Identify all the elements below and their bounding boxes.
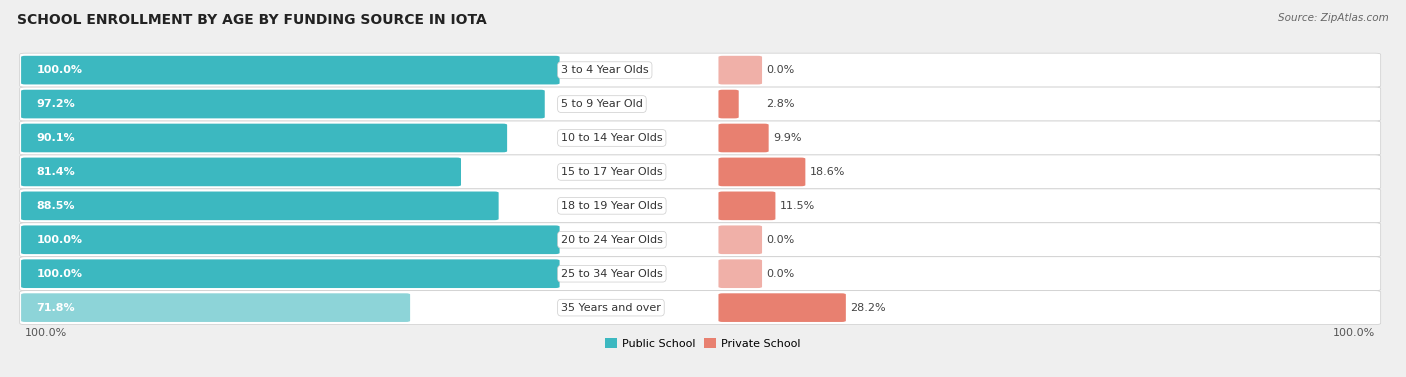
Text: 3 to 4 Year Olds: 3 to 4 Year Olds [561,65,648,75]
Text: 0.0%: 0.0% [766,65,794,75]
FancyBboxPatch shape [718,192,776,220]
FancyBboxPatch shape [21,124,508,152]
FancyBboxPatch shape [21,293,411,322]
FancyBboxPatch shape [20,189,1381,223]
Legend: Public School, Private School: Public School, Private School [606,339,800,349]
FancyBboxPatch shape [21,259,560,288]
Text: 88.5%: 88.5% [37,201,75,211]
FancyBboxPatch shape [20,257,1381,291]
Text: 10 to 14 Year Olds: 10 to 14 Year Olds [561,133,662,143]
Text: 100.0%: 100.0% [37,235,83,245]
Text: 100.0%: 100.0% [37,65,83,75]
Text: 15 to 17 Year Olds: 15 to 17 Year Olds [561,167,662,177]
Text: 28.2%: 28.2% [851,303,886,313]
FancyBboxPatch shape [20,87,1381,121]
FancyBboxPatch shape [718,293,846,322]
Text: SCHOOL ENROLLMENT BY AGE BY FUNDING SOURCE IN IOTA: SCHOOL ENROLLMENT BY AGE BY FUNDING SOUR… [17,13,486,27]
FancyBboxPatch shape [21,225,560,254]
Text: 90.1%: 90.1% [37,133,75,143]
Text: 81.4%: 81.4% [37,167,76,177]
FancyBboxPatch shape [21,158,461,186]
Text: 18 to 19 Year Olds: 18 to 19 Year Olds [561,201,662,211]
FancyBboxPatch shape [718,90,738,118]
FancyBboxPatch shape [20,155,1381,189]
Text: 97.2%: 97.2% [37,99,76,109]
Text: 100.0%: 100.0% [1333,328,1375,338]
FancyBboxPatch shape [718,225,762,254]
Text: 2.8%: 2.8% [766,99,794,109]
FancyBboxPatch shape [21,56,560,84]
FancyBboxPatch shape [718,158,806,186]
Text: 71.8%: 71.8% [37,303,75,313]
Text: 35 Years and over: 35 Years and over [561,303,661,313]
FancyBboxPatch shape [718,124,769,152]
Text: 9.9%: 9.9% [773,133,801,143]
Text: 18.6%: 18.6% [810,167,845,177]
FancyBboxPatch shape [20,223,1381,257]
FancyBboxPatch shape [21,90,544,118]
FancyBboxPatch shape [20,121,1381,155]
FancyBboxPatch shape [718,56,762,84]
Text: 100.0%: 100.0% [25,328,67,338]
Text: Source: ZipAtlas.com: Source: ZipAtlas.com [1278,13,1389,23]
FancyBboxPatch shape [718,259,762,288]
FancyBboxPatch shape [21,192,499,220]
Text: 5 to 9 Year Old: 5 to 9 Year Old [561,99,643,109]
Text: 25 to 34 Year Olds: 25 to 34 Year Olds [561,269,662,279]
Text: 0.0%: 0.0% [766,269,794,279]
Text: 11.5%: 11.5% [779,201,815,211]
FancyBboxPatch shape [20,53,1381,87]
Text: 100.0%: 100.0% [37,269,83,279]
FancyBboxPatch shape [20,291,1381,325]
Text: 20 to 24 Year Olds: 20 to 24 Year Olds [561,235,662,245]
Text: 0.0%: 0.0% [766,235,794,245]
